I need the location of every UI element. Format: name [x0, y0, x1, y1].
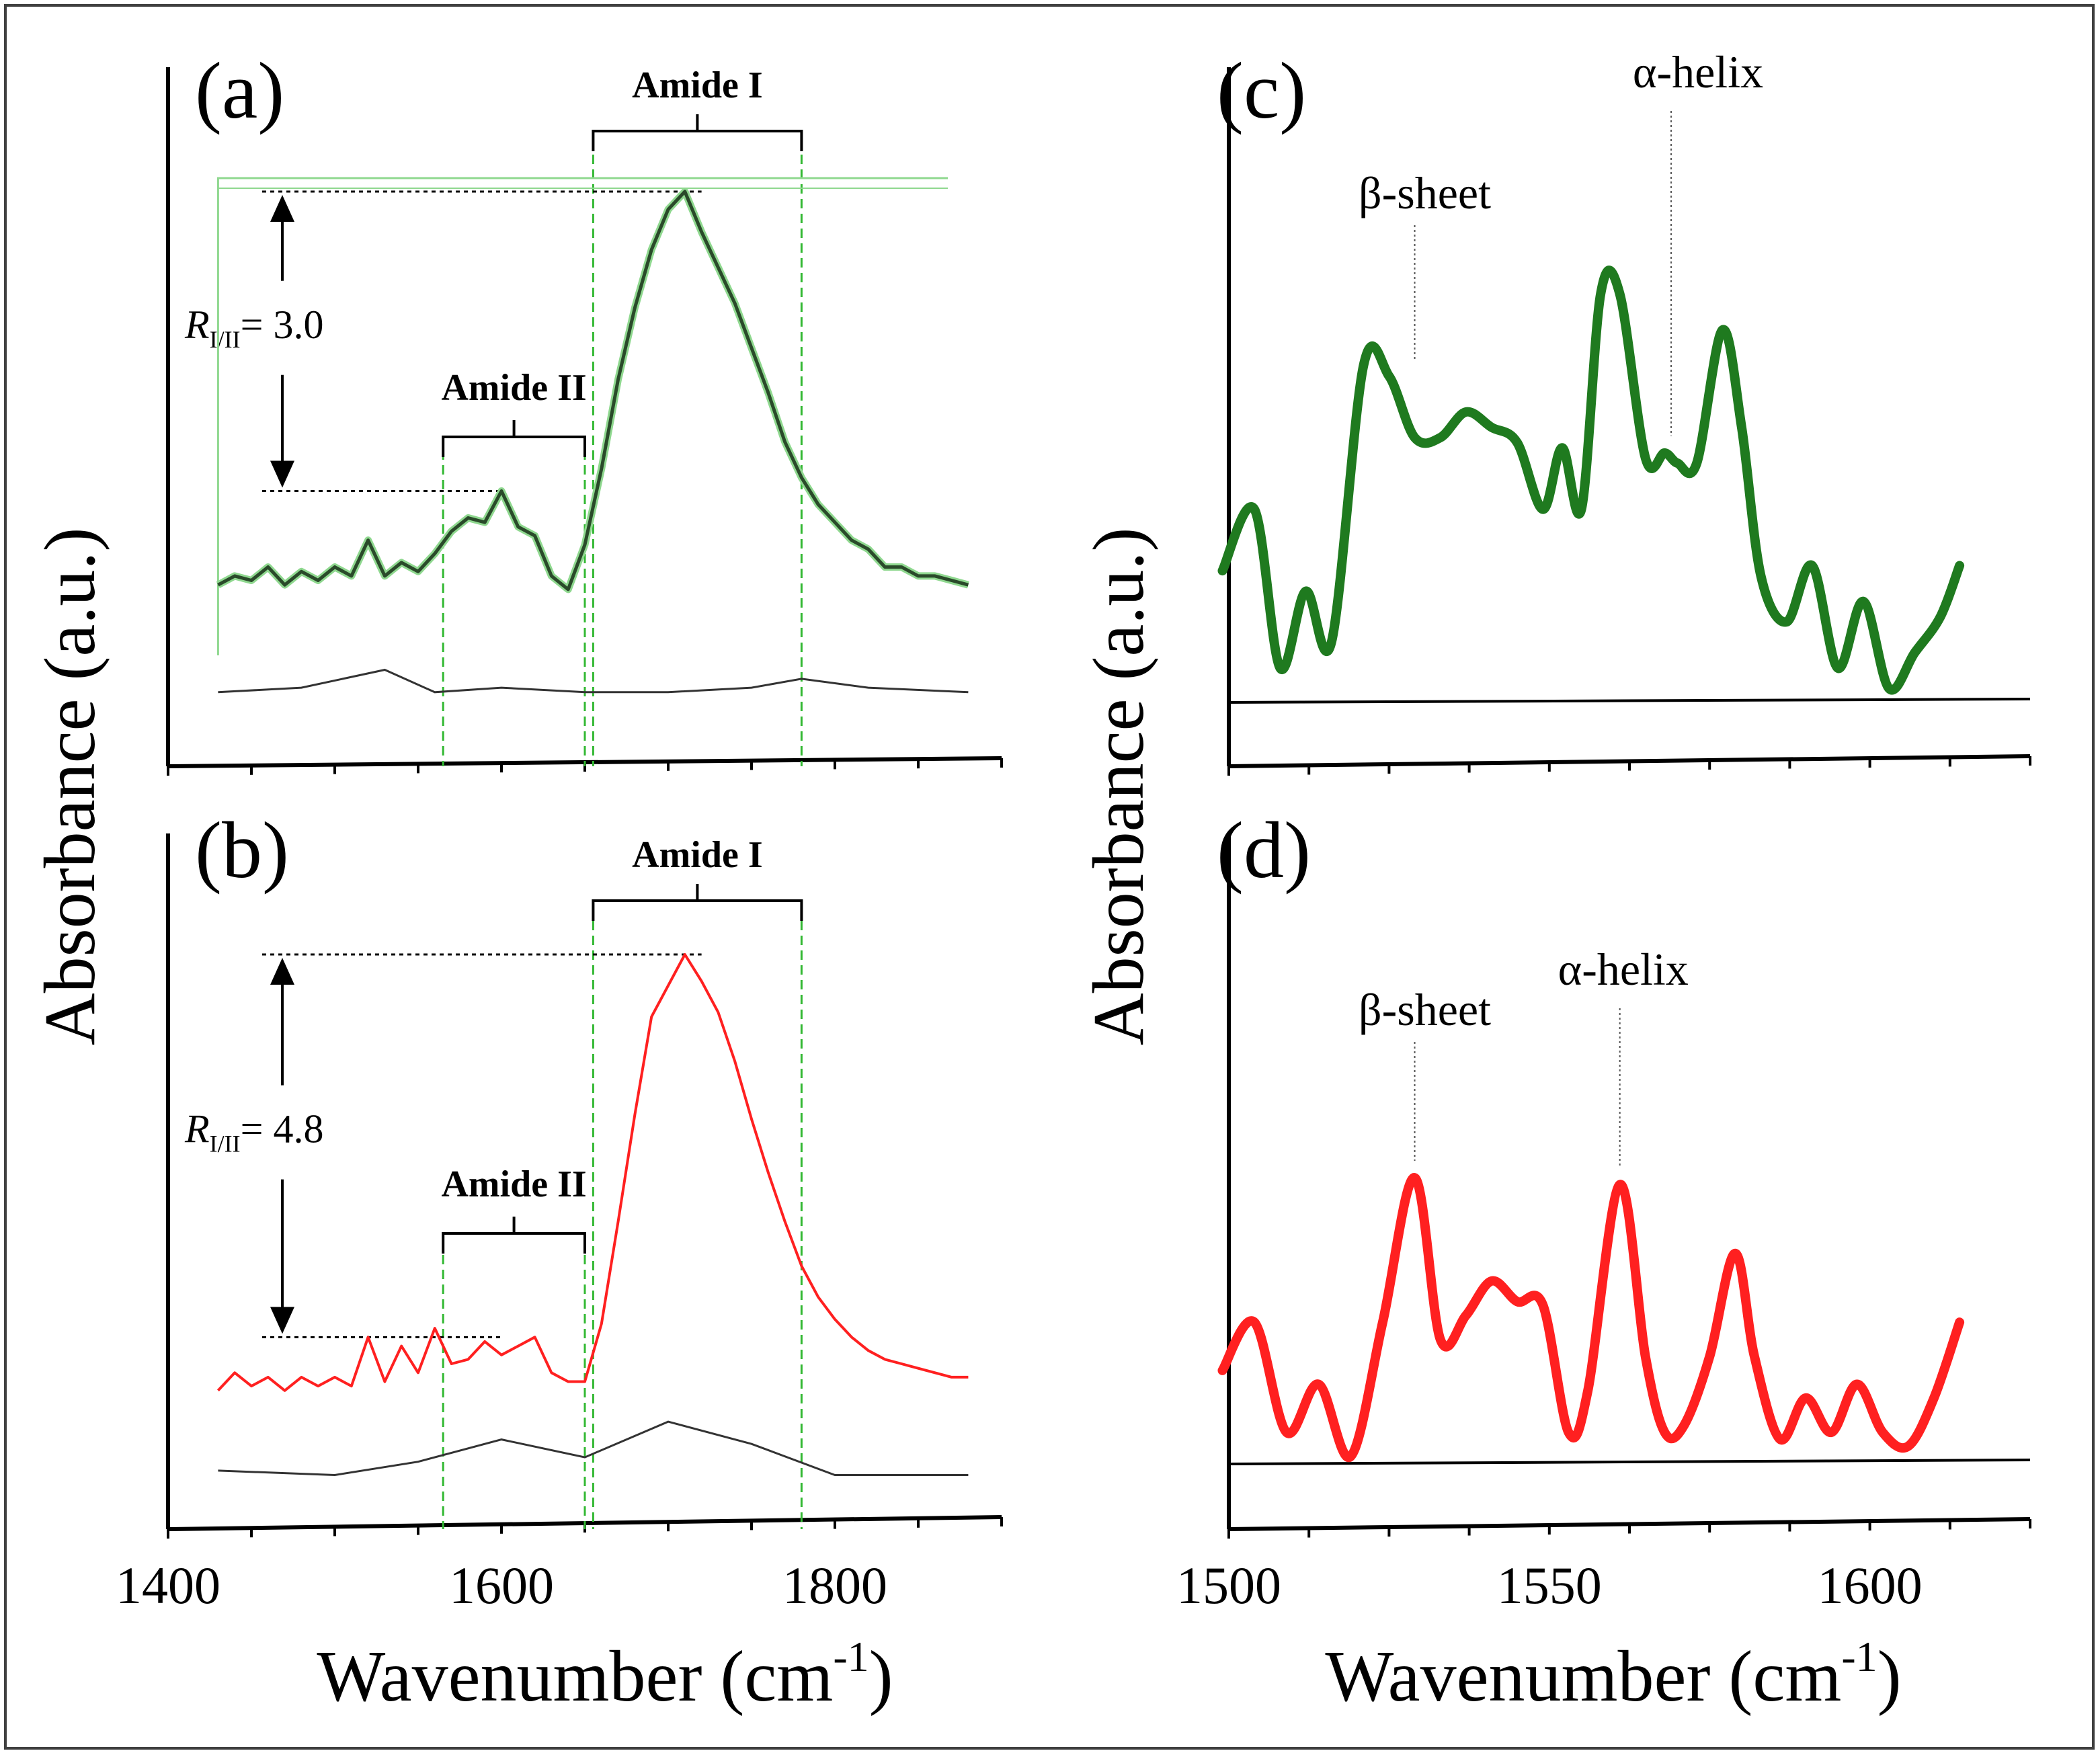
- ratio-subscript: I/II: [210, 1131, 241, 1157]
- x-axis-title-right: Wavenumber (cm-1): [1325, 1633, 1901, 1717]
- baseline-line: [1228, 698, 2031, 704]
- ratio-symbol: R: [184, 1107, 210, 1151]
- x-tick-label: 1600: [1818, 1556, 1923, 1615]
- panel-label: (d): [1217, 805, 1311, 895]
- alpha-helix-label: α-helix: [1633, 46, 1763, 97]
- x-axis-title-left: Wavenumber (cm-1): [317, 1633, 893, 1717]
- y-axis-title-right: Absorbance (a.u.): [1079, 528, 1159, 1046]
- x-axis-unit-close-right: ): [1877, 1637, 1902, 1717]
- panel-4: 1500 1550 1600 (d) β-sheet α-helix: [1176, 805, 2031, 1615]
- amide-II-bracket: [442, 1217, 586, 1254]
- amide-I-label: Amide I: [632, 834, 762, 876]
- x-tick-label: 1800: [782, 1556, 887, 1615]
- figure-border: [4, 4, 2095, 1750]
- panel-a-highlight-frame: [216, 177, 948, 655]
- amide-II-label: Amide II: [441, 1164, 586, 1205]
- reference-spectrum-line: [218, 668, 969, 694]
- panel-1: (a) Amide I Amide II RI/II= 3.0: [166, 46, 1003, 776]
- ratio-arrowhead-down: [270, 460, 294, 488]
- amide-I-bracket: [592, 884, 803, 921]
- baseline-line: [1228, 1459, 2031, 1465]
- x-axis-unit-close-left: ): [869, 1637, 893, 1717]
- panel-label: (b): [195, 805, 289, 895]
- x-axis-unit-sup-right: -1: [1841, 1633, 1877, 1680]
- y-axis-title-left: Absorbance (a.u.): [30, 528, 110, 1046]
- ratio-value: = 3.0: [241, 302, 324, 347]
- beta-sheet-label: β-sheet: [1359, 167, 1491, 218]
- x-tick-label: 1400: [116, 1556, 220, 1615]
- panel-3: (c) β-sheet α-helix: [1217, 46, 2031, 776]
- amide-II-bracket: [442, 420, 586, 457]
- second-derivative-line: [1217, 266, 1965, 695]
- panel-label: (a): [195, 46, 284, 135]
- second-derivative-line: [1217, 1173, 1965, 1463]
- panel-2: 1400 1600 1800 (b) Amide I Amide II RI/II= 4.8: [116, 805, 1003, 1615]
- ratio-arrowhead-down: [270, 1307, 294, 1334]
- reference-spectrum-line: [218, 1420, 969, 1477]
- ratio-label: RI/II= 4.8: [184, 1107, 323, 1157]
- amide-I-bracket: [592, 114, 803, 151]
- ratio-arrowhead-up: [270, 195, 294, 222]
- x-tick-label: 1500: [1176, 1556, 1281, 1615]
- ratio-value: = 4.8: [241, 1107, 324, 1151]
- x-axis-unit-sup-left: -1: [833, 1633, 869, 1680]
- alpha-helix-label: α-helix: [1558, 944, 1689, 995]
- x-tick-label: 1600: [449, 1556, 554, 1615]
- ratio-symbol: R: [184, 302, 210, 347]
- x-axis-title-right-text: Wavenumber (cm: [1325, 1637, 1841, 1717]
- panel-label: (c): [1217, 46, 1306, 135]
- ratio-subscript: I/II: [210, 326, 241, 353]
- beta-sheet-label: β-sheet: [1359, 984, 1491, 1035]
- x-axis-title-left-text: Wavenumber (cm: [317, 1637, 833, 1717]
- x-tick-label: 1550: [1497, 1556, 1602, 1615]
- spectrum-line: [216, 953, 969, 1392]
- amide-I-label: Amide I: [632, 65, 762, 106]
- amide-II-label: Amide II: [441, 367, 586, 409]
- spectrum-line: [217, 190, 969, 591]
- ratio-arrowhead-up: [270, 958, 294, 985]
- ratio-label: RI/II= 3.0: [184, 302, 323, 353]
